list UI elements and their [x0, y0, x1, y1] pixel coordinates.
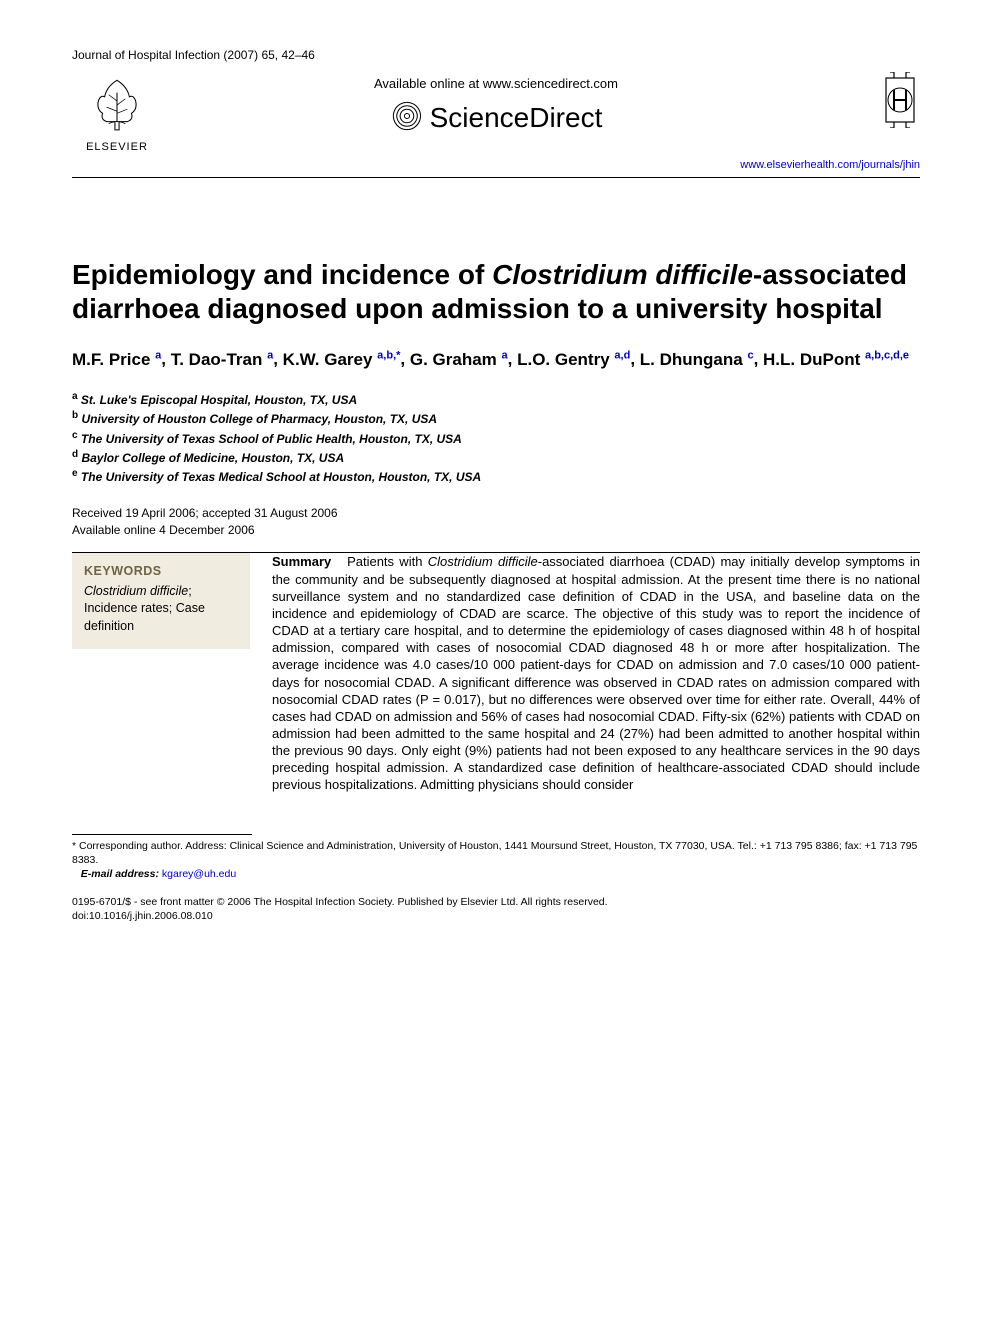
his-logo-block	[830, 72, 920, 133]
article-title: Epidemiology and incidence of Clostridiu…	[72, 258, 920, 326]
elsevier-wordmark: ELSEVIER	[72, 141, 162, 153]
copyright: 0195-6701/$ - see front matter © 2006 Th…	[72, 895, 920, 923]
available-online-text: Available online at www.sciencedirect.co…	[162, 76, 830, 91]
author: T. Dao-Tran a	[171, 350, 273, 369]
summary: Summary Patients with Clostridium diffic…	[272, 553, 920, 793]
author: G. Graham a	[410, 350, 508, 369]
author: L. Dhungana c	[640, 350, 754, 369]
authors: M.F. Price a, T. Dao-Tran a, K.W. Garey …	[72, 348, 920, 372]
email-line: E-mail address: kgarey@uh.edu	[72, 867, 920, 881]
sciencedirect-swirl-icon	[390, 99, 424, 140]
top-banner: ELSEVIER Available online at www.science…	[72, 72, 920, 153]
affiliation: a St. Luke's Episcopal Hospital, Houston…	[72, 390, 920, 409]
summary-body: -associated diarrhoea (CDAD) may initial…	[272, 554, 920, 792]
doi-line: doi:10.1016/j.jhin.2006.08.010	[72, 909, 920, 923]
author: K.W. Garey a,b,*	[283, 350, 401, 369]
journal-url: www.elsevierhealth.com/journals/jhin	[72, 159, 920, 171]
header-rule	[72, 177, 920, 178]
journal-citation: Journal of Hospital Infection (2007) 65,…	[72, 48, 920, 62]
keywords-heading: KEYWORDS	[84, 563, 238, 581]
elsevier-logo-block: ELSEVIER	[72, 72, 162, 153]
corresponding-author: * Corresponding author. Address: Clinica…	[72, 839, 920, 867]
journal-url-link[interactable]: www.elsevierhealth.com/journals/jhin	[740, 159, 920, 171]
author: H.L. DuPont a,b,c,d,e	[763, 350, 909, 369]
affiliations: a St. Luke's Episcopal Hospital, Houston…	[72, 390, 920, 487]
sciencedirect-logo: ScienceDirect	[162, 99, 830, 140]
received-accepted: Received 19 April 2006; accepted 31 Augu…	[72, 505, 920, 522]
title-pre: Epidemiology and incidence of	[72, 259, 492, 290]
sciencedirect-block: Available online at www.sciencedirect.co…	[162, 72, 830, 140]
keywords-box: KEYWORDS Clostridium difficile; Incidenc…	[72, 553, 250, 649]
article-dates: Received 19 April 2006; accepted 31 Augu…	[72, 505, 920, 539]
summary-pre: Patients with	[347, 554, 428, 569]
affiliation: b University of Houston College of Pharm…	[72, 409, 920, 428]
available-online: Available online 4 December 2006	[72, 522, 920, 539]
title-italic: Clostridium difficile	[492, 259, 753, 290]
affiliation: e The University of Texas Medical School…	[72, 467, 920, 486]
keywords-italic: Clostridium difficile	[84, 584, 188, 598]
title-block: Epidemiology and incidence of Clostridiu…	[72, 258, 920, 326]
affiliation: c The University of Texas School of Publ…	[72, 429, 920, 448]
his-logo-icon	[880, 72, 920, 128]
footnote-separator	[72, 834, 252, 835]
sciencedirect-text: ScienceDirect	[430, 102, 603, 133]
author: L.O. Gentry a,d	[517, 350, 630, 369]
summary-lead: Summary	[272, 554, 331, 569]
copyright-line-1: 0195-6701/$ - see front matter © 2006 Th…	[72, 895, 920, 909]
footnotes: * Corresponding author. Address: Clinica…	[72, 839, 920, 882]
email-link[interactable]: kgarey@uh.edu	[162, 868, 236, 880]
author: M.F. Price a	[72, 350, 161, 369]
email-label: E-mail address:	[81, 868, 159, 880]
elsevier-tree-icon	[86, 72, 148, 134]
summary-italic: Clostridium difficile	[428, 554, 538, 569]
affiliation: d Baylor College of Medicine, Houston, T…	[72, 448, 920, 467]
